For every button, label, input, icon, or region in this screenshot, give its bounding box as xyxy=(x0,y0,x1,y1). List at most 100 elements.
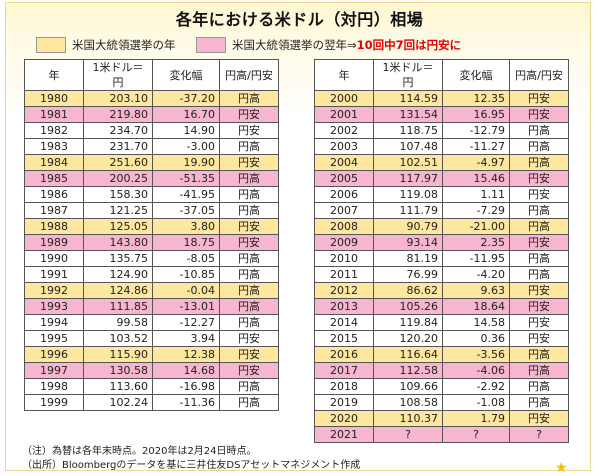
table-row: 2015 120.20 0.36 円安 xyxy=(314,330,569,347)
cell-year: 2014 xyxy=(314,314,374,331)
legend-next-label: 米国大統領選挙の翌年⇒ xyxy=(232,38,357,52)
cell-change: 14.90 xyxy=(152,122,220,139)
header-change: 変化幅 xyxy=(442,59,510,91)
cell-year: 1991 xyxy=(24,266,84,283)
cell-change: -3.00 xyxy=(152,138,220,155)
table-row: 2001 131.54 16.95 円安 xyxy=(314,106,569,123)
legend-swatch-yellow xyxy=(36,37,66,53)
cell-change: -11.27 xyxy=(442,138,510,155)
cell-year: 1984 xyxy=(24,154,84,171)
table-row: 2008 90.79 -21.00 円高 xyxy=(314,218,569,235)
cell-year: 2006 xyxy=(314,186,374,203)
cell-change: -12.79 xyxy=(442,122,510,139)
cell-rate: 124.86 xyxy=(83,282,153,299)
cell-direction: 円高 xyxy=(219,314,279,331)
legend-election-label: 米国大統領選挙の年 xyxy=(72,38,176,52)
table-row: 2018 109.66 -2.92 円高 xyxy=(314,378,569,395)
cell-change: 3.80 xyxy=(152,218,220,235)
cell-rate: 119.08 xyxy=(373,186,443,203)
cell-direction: 円高 xyxy=(219,138,279,155)
cell-change: 12.35 xyxy=(442,90,510,107)
cell-change: 1.11 xyxy=(442,186,510,203)
table-row: 1994 99.58 -12.27 円高 xyxy=(24,314,279,331)
cell-direction: 円安 xyxy=(219,330,279,347)
table-row: 2009 93.14 2.35 円安 xyxy=(314,234,569,251)
cell-rate: 200.25 xyxy=(83,170,153,187)
table-header-row: 年 1米ドル＝円 変化幅 円高/円安 xyxy=(314,59,569,91)
cell-rate: 234.70 xyxy=(83,122,153,139)
cell-rate: 121.25 xyxy=(83,202,153,219)
cell-year: 2003 xyxy=(314,138,374,155)
cell-rate: 86.62 xyxy=(373,282,443,299)
cell-direction: 円高 xyxy=(509,202,569,219)
cell-direction: 円高 xyxy=(509,138,569,155)
cell-rate: 251.60 xyxy=(83,154,153,171)
table-row: 1993 111.85 -13.01 円高 xyxy=(24,298,279,315)
cell-direction: 円安 xyxy=(509,234,569,251)
cell-direction: 円高 xyxy=(509,362,569,379)
cell-direction: 円安 xyxy=(219,346,279,363)
cell-direction: 円安 xyxy=(219,362,279,379)
header-direction: 円高/円安 xyxy=(219,59,279,91)
cell-change: -41.95 xyxy=(152,186,220,203)
table-1980-1999: 年 1米ドル＝円 変化幅 円高/円安 1980 203.10 -37.20 円高 198… xyxy=(24,59,279,411)
legend-swatch-pink xyxy=(196,37,226,53)
table-row: 1990 135.75 -8.05 円高 xyxy=(24,250,279,267)
cell-direction: 円高 xyxy=(509,250,569,267)
cell-rate: 102.51 xyxy=(373,154,443,171)
cell-year: 1994 xyxy=(24,314,84,331)
cell-year: 2008 xyxy=(314,218,374,235)
cell-change: -16.98 xyxy=(152,378,220,395)
cell-direction: 円高 xyxy=(509,394,569,411)
cell-rate: 93.14 xyxy=(373,234,443,251)
cell-direction: 円安 xyxy=(219,218,279,235)
cell-rate: 81.19 xyxy=(373,250,443,267)
cell-year: 1983 xyxy=(24,138,84,155)
cell-direction: 円高 xyxy=(509,154,569,171)
cell-year: 1982 xyxy=(24,122,84,139)
cell-rate: 102.24 xyxy=(83,394,153,411)
cell-rate: 112.58 xyxy=(373,362,443,379)
cell-rate: 203.10 xyxy=(83,90,153,107)
cell-year: 1981 xyxy=(24,106,84,123)
cell-direction: 円高 xyxy=(509,346,569,363)
cell-rate: 131.54 xyxy=(373,106,443,123)
cell-rate: 108.58 xyxy=(373,394,443,411)
cell-year: 2012 xyxy=(314,282,374,299)
cell-year: 2013 xyxy=(314,298,374,315)
cell-year: 1986 xyxy=(24,186,84,203)
cell-change: 18.75 xyxy=(152,234,220,251)
cell-year: 2001 xyxy=(314,106,374,123)
cell-direction: 円安 xyxy=(219,154,279,171)
header-year: 年 xyxy=(24,59,84,91)
cell-change: -4.06 xyxy=(442,362,510,379)
cell-rate: 158.30 xyxy=(83,186,153,203)
cell-direction: 円高 xyxy=(509,378,569,395)
cell-change: -21.00 xyxy=(442,218,510,235)
cell-year: 2004 xyxy=(314,154,374,171)
table-row: 1986 158.30 -41.95 円高 xyxy=(24,186,279,203)
table-row: 1992 124.86 -0.04 円高 xyxy=(24,282,279,299)
table-row: 2002 118.75 -12.79 円高 xyxy=(314,122,569,139)
cell-rate: 107.48 xyxy=(373,138,443,155)
cell-year: 1997 xyxy=(24,362,84,379)
table-row: 1988 125.05 3.80 円安 xyxy=(24,218,279,235)
cell-direction: 円高 xyxy=(219,282,279,299)
cell-change: -4.20 xyxy=(442,266,510,283)
cell-direction: 円高 xyxy=(509,218,569,235)
cell-rate: 111.79 xyxy=(373,202,443,219)
cell-change: -11.36 xyxy=(152,394,220,411)
cell-year: 2016 xyxy=(314,346,374,363)
cell-rate: 120.20 xyxy=(373,330,443,347)
header-rate: 1米ドル＝円 xyxy=(373,59,443,91)
page-title: 各年における米ドル（対円）相場 xyxy=(175,10,424,29)
table-row: 2005 117.97 15.46 円安 xyxy=(314,170,569,187)
cell-rate: 125.05 xyxy=(83,218,153,235)
table-2000-2021: 年 1米ドル＝円 変化幅 円高/円安 2000 114.59 12.35 円安 2001… xyxy=(314,59,569,443)
cell-change: 16.70 xyxy=(152,106,220,123)
cell-change: -11.95 xyxy=(442,250,510,267)
cell-rate: 90.79 xyxy=(373,218,443,235)
cell-year: 1990 xyxy=(24,250,84,267)
table-row: 2000 114.59 12.35 円安 xyxy=(314,90,569,107)
header-change: 変化幅 xyxy=(152,59,220,91)
